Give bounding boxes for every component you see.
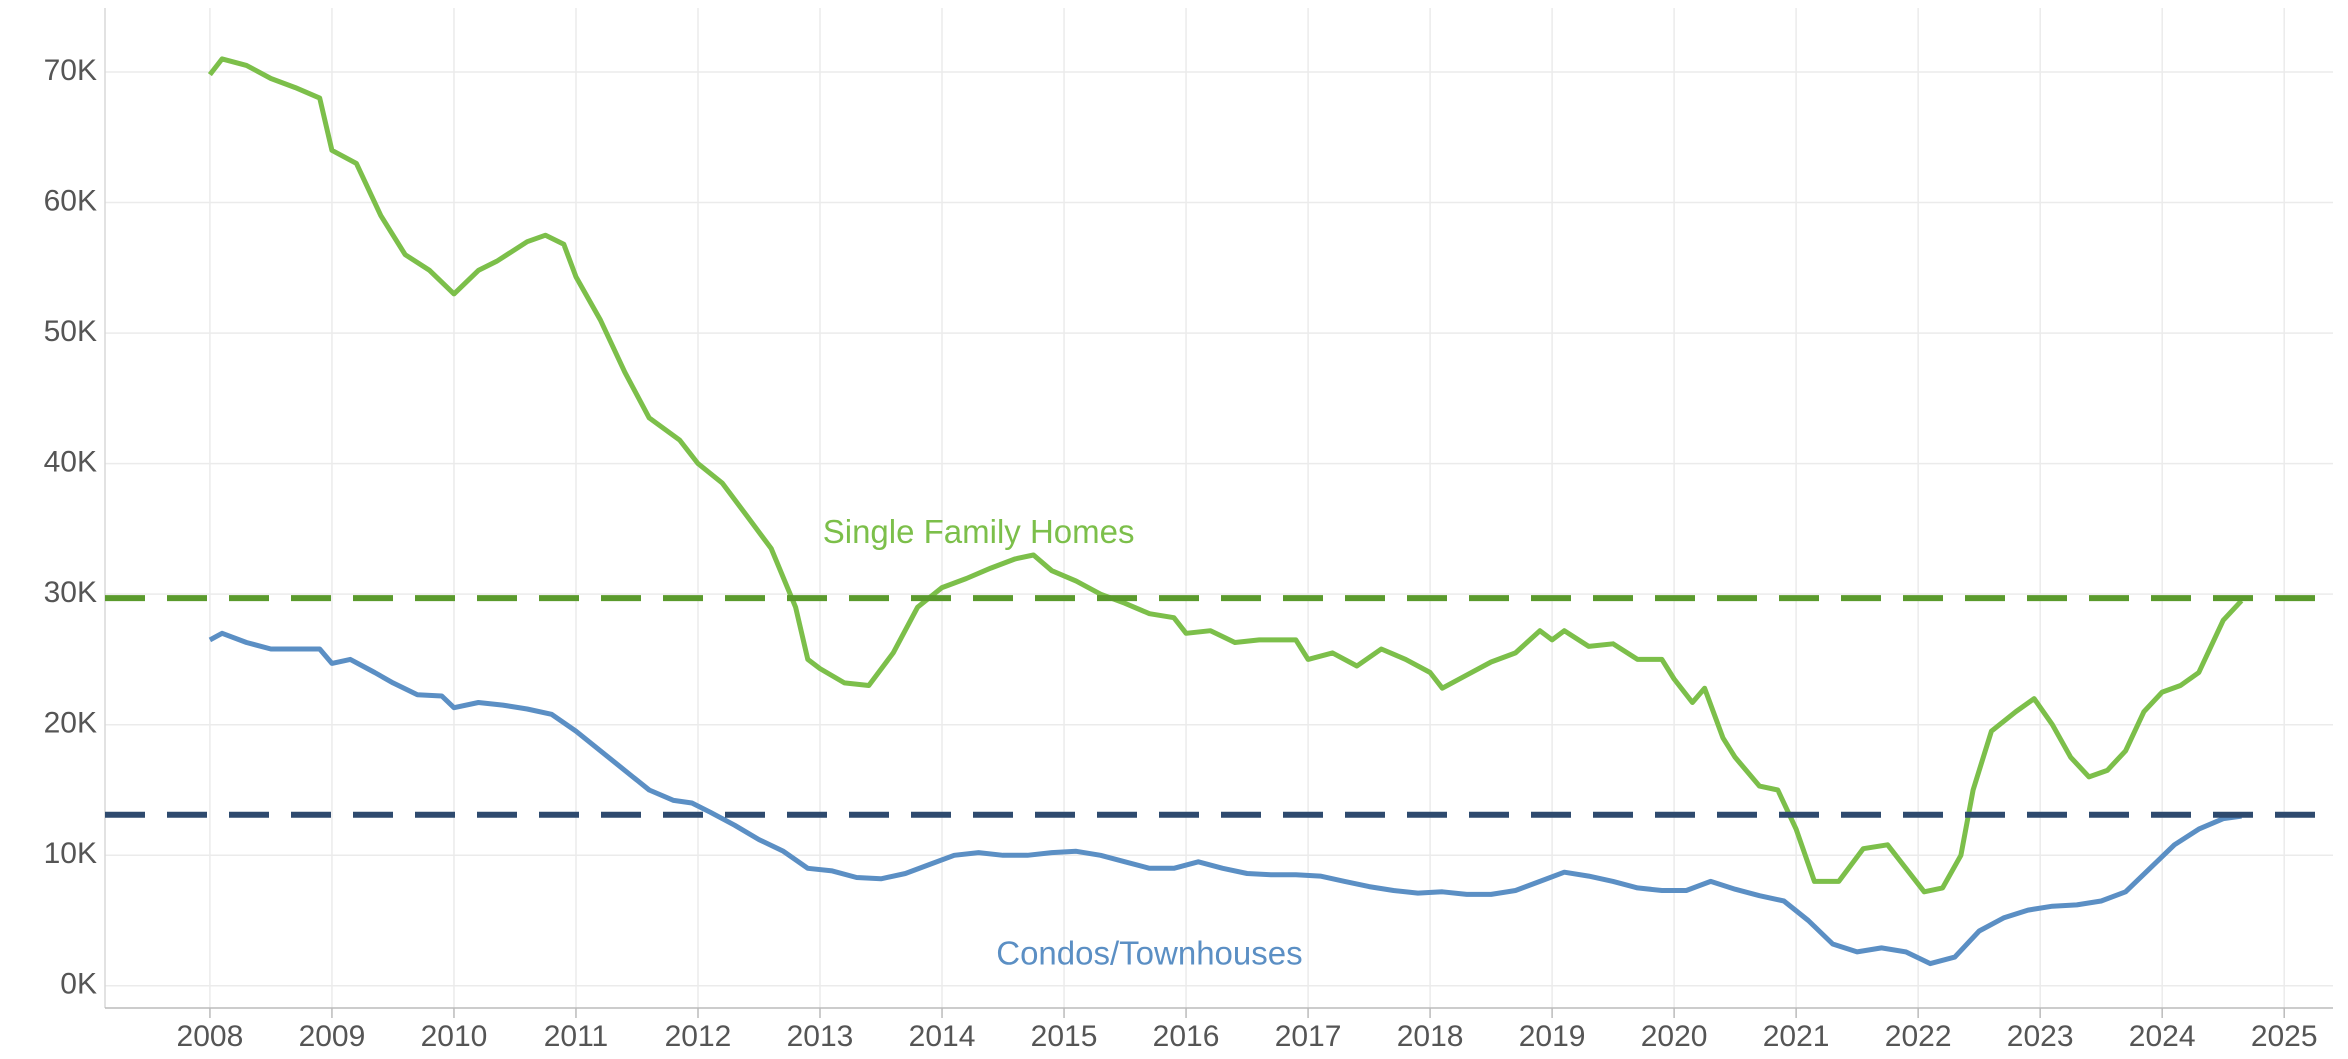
- x-tick-label: 2016: [1153, 1020, 1220, 1053]
- x-tick-label: 2013: [787, 1020, 854, 1053]
- y-tick-label: 70K: [44, 54, 97, 87]
- x-tick-label: 2022: [1885, 1020, 1952, 1053]
- x-tick-label: 2021: [1763, 1020, 1830, 1053]
- x-tick-label: 2023: [2007, 1020, 2074, 1053]
- x-tick-label: 2014: [909, 1020, 976, 1053]
- series-line: [208, 630, 2242, 967]
- y-tick-label: 60K: [44, 184, 97, 217]
- x-tick-label: 2012: [665, 1020, 732, 1053]
- y-tick-label: 20K: [44, 707, 97, 740]
- plot: 0K 10K 20K 30K 40K 50K 60K 70K 2008 2009 2010 2011 2…: [44, 54, 2333, 1053]
- x-tick-label: 2015: [1031, 1020, 1098, 1053]
- series-line: [207, 56, 2244, 895]
- x-tick-label: 2008: [177, 1020, 244, 1053]
- x-tick-label: 2018: [1397, 1020, 1464, 1053]
- x-tick-label: 2011: [544, 1020, 609, 1053]
- x-tick-label: 2020: [1641, 1020, 1708, 1053]
- x-tick-label: 2025: [2251, 1020, 2318, 1053]
- y-tick-label: 30K: [44, 576, 97, 609]
- annotation: Single Family Homes: [823, 513, 1135, 550]
- y-tick-label: 10K: [44, 837, 97, 870]
- x-tick-label: 2010: [421, 1020, 488, 1053]
- x-tick-label: 2024: [2129, 1020, 2196, 1053]
- annotation: Condos/Townhouses: [996, 934, 1302, 971]
- x-tick-label: 2009: [299, 1020, 366, 1053]
- y-tick-label: 0K: [60, 968, 97, 1001]
- x-tick-label: 2019: [1519, 1020, 1586, 1053]
- y-tick-label: 50K: [44, 315, 97, 348]
- y-tick-label: 40K: [44, 446, 97, 479]
- grid: [105, 8, 2333, 1008]
- x-tick-label: 2017: [1275, 1020, 1342, 1053]
